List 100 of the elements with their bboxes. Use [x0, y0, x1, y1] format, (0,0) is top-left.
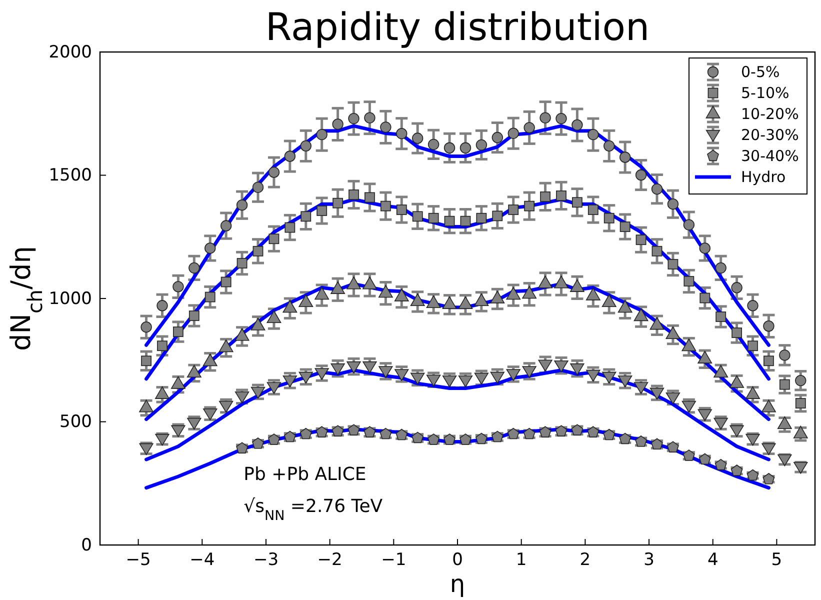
point [779, 379, 790, 390]
point [188, 310, 200, 321]
x-tick-label: 5 [771, 550, 782, 570]
y-tick-label: 1000 [48, 288, 92, 309]
point [650, 388, 664, 400]
point [204, 242, 216, 254]
point [348, 190, 359, 200]
point [236, 199, 248, 211]
point [332, 198, 343, 208]
point [396, 128, 408, 140]
point [476, 212, 487, 224]
point [348, 112, 360, 124]
point [506, 369, 520, 381]
point [540, 191, 550, 202]
point [492, 132, 503, 144]
x-tick-label: −1 [381, 550, 406, 570]
point [236, 258, 248, 268]
x-tick-label: 4 [707, 550, 718, 570]
point [298, 372, 313, 384]
point [524, 200, 535, 212]
annotation: Pb +Pb ALICE [244, 464, 366, 485]
point [779, 350, 790, 361]
point [220, 276, 232, 288]
point [173, 326, 184, 337]
point [428, 212, 439, 224]
x-tick-label: −5 [126, 550, 151, 570]
point [716, 312, 726, 322]
point [508, 204, 519, 215]
point [540, 112, 551, 124]
point [604, 140, 615, 152]
point [635, 169, 647, 181]
x-axis-title: η [450, 570, 466, 598]
y-tick-label: 0 [81, 535, 92, 556]
y-tick-label: 500 [60, 412, 92, 432]
point [364, 112, 376, 124]
point [188, 262, 200, 274]
point [380, 200, 391, 212]
point [140, 321, 152, 333]
legend-label: 5-10% [741, 84, 790, 102]
point [667, 198, 679, 210]
point [699, 242, 710, 254]
point [764, 356, 774, 366]
point [618, 375, 632, 388]
point [428, 138, 440, 150]
point [250, 386, 266, 399]
point [412, 132, 424, 144]
point [524, 122, 535, 134]
point [732, 328, 742, 338]
point [508, 128, 519, 139]
point [268, 166, 280, 178]
point [748, 340, 758, 352]
point [652, 246, 662, 256]
point [619, 152, 631, 163]
point [795, 374, 806, 386]
point [522, 366, 536, 378]
point [570, 363, 584, 376]
point [668, 259, 678, 270]
point [378, 366, 393, 378]
point [538, 360, 552, 372]
x-tick-label: −3 [253, 550, 279, 570]
x-tick-label: −2 [317, 550, 342, 570]
point [556, 112, 567, 124]
x-tick-label: 2 [580, 550, 591, 570]
point [604, 212, 614, 224]
point [220, 220, 232, 232]
point [396, 204, 407, 215]
point [157, 340, 168, 352]
point [364, 192, 375, 203]
point [346, 361, 361, 374]
chart-title: Rapidity distribution [265, 5, 650, 49]
point [684, 276, 694, 286]
point [412, 211, 423, 222]
point [460, 142, 472, 154]
point [731, 282, 742, 294]
point [715, 262, 726, 274]
point [204, 292, 216, 302]
point [252, 182, 264, 193]
point [172, 281, 184, 292]
point [314, 368, 329, 380]
x-tick-label: 3 [644, 550, 654, 570]
point [141, 356, 152, 366]
point [394, 369, 409, 381]
point [332, 118, 344, 130]
point [380, 122, 392, 133]
point [316, 206, 328, 216]
legend-label: 0-5% [741, 63, 780, 81]
legend-label: 20-30% [741, 126, 799, 144]
point [444, 142, 456, 154]
point [300, 140, 312, 152]
point [284, 150, 296, 162]
point [284, 222, 296, 233]
point [572, 197, 582, 208]
point [362, 361, 377, 374]
point [282, 375, 297, 388]
point [636, 234, 646, 246]
point [252, 246, 264, 256]
legend-label: 30-40% [741, 147, 799, 165]
point [556, 190, 566, 201]
point [747, 300, 758, 312]
point [460, 216, 471, 226]
